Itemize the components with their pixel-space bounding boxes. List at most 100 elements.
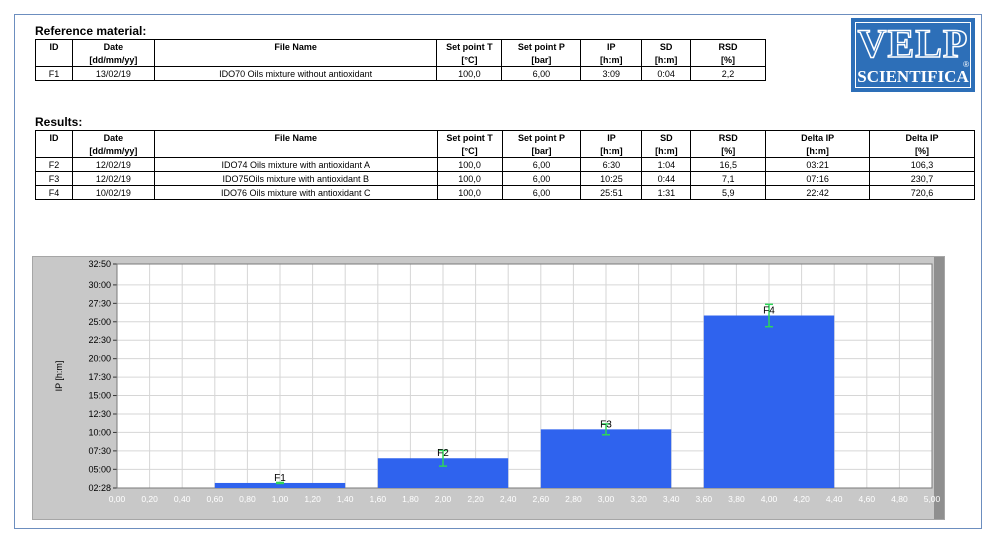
table-cell: [%] [690,144,767,158]
table-cell: 720,6 [869,185,975,200]
table-cell: [h:m] [580,144,643,158]
y-tick-label: 05:00 [88,464,111,474]
y-axis-label: IP [h:m] [54,361,64,392]
table-cell: Delta IP [869,130,975,144]
table-cell: 106,3 [869,157,975,172]
y-tick-label: 07:30 [88,446,111,456]
table-units-row: [dd/mm/yy] [°C] [bar] [h:m] [h:m] [%] [h:m] [%] [35,144,975,158]
table-cell: File Name [153,39,438,53]
table-cell: 5,9 [690,185,767,200]
table-cell: 22:42 [765,185,871,200]
table-cell: [h:m] [765,144,871,158]
table-cell: 12/02/19 [71,171,155,186]
table-cell: 13/02/19 [71,66,155,81]
table-cell: 0:44 [641,171,692,186]
x-tick-label: 4,00 [761,494,778,504]
table-cell: IP [580,130,643,144]
table-cell: Set point P [501,130,582,144]
x-tick-label: 5,00 [924,494,941,504]
table-cell: 07:16 [765,171,871,186]
x-tick-label: 2,80 [565,494,582,504]
table-cell: IP [580,39,643,53]
x-tick-label: 2,00 [435,494,452,504]
table-cell: 100,0 [436,66,503,81]
y-tick-label: 22:30 [88,335,111,345]
bar-label: F1 [274,473,286,484]
table-row: F3 12/02/19 IDO75Oils mixture with antioxi… [35,171,975,186]
y-tick-label: 25:00 [88,317,111,327]
x-tick-label: 1,80 [402,494,419,504]
table-cell: 230,7 [869,171,975,186]
table-cell: ID [35,130,73,144]
x-tick-label: 1,40 [337,494,354,504]
table-units-row: [dd/mm/yy] [°C] [bar] [h:m] [h:m] [%] [35,53,766,67]
x-tick-label: 0,80 [239,494,256,504]
x-tick-label: 2,20 [467,494,484,504]
x-tick-label: 1,60 [370,494,387,504]
table-row: F4 10/02/19 IDO76 Oils mixture with antiox… [35,185,975,200]
plot-border [116,263,933,489]
y-tick-label: 10:00 [88,427,111,437]
table-cell: [h:m] [641,144,692,158]
table-cell: [dd/mm/yy] [71,144,155,158]
x-tick-label: 4,40 [826,494,843,504]
table-cell: Set point T [436,39,503,53]
reference-table: ID Date File Name Set point T Set point P IP S… [35,39,766,81]
x-tick-label: 0,60 [207,494,224,504]
y-tick-label: 20:00 [88,354,111,364]
table-row: F2 12/02/19 IDO74 Oils mixture with antiox… [35,157,975,172]
table-cell: [h:m] [580,53,643,67]
x-tick-label: 4,20 [793,494,810,504]
x-tick-label: 4,80 [891,494,908,504]
table-cell: 6,00 [501,171,582,186]
table-header-row: ID Date File Name Set point T Set point P IP S… [35,39,766,53]
table-cell: [bar] [501,144,582,158]
y-tick-label: 15:00 [88,391,111,401]
table-cell: SD [641,39,692,53]
table-cell: [dd/mm/yy] [71,53,155,67]
table-cell: IDO74 Oils mixture with antioxidant A [153,157,438,172]
table-cell: IDO70 Oils mixture without antioxidant [153,66,438,81]
table-cell: File Name [153,130,438,144]
table-cell: SD [641,130,692,144]
table-cell: RSD [690,130,767,144]
reference-title: Reference material: [35,24,147,38]
table-cell: 12/02/19 [71,157,155,172]
x-tick-label: 3,40 [663,494,680,504]
bar-f4 [703,315,835,488]
table-cell: 25:51 [580,185,643,200]
table-cell: F3 [35,171,73,186]
table-cell: [%] [690,53,766,67]
y-tick-label: 27:30 [88,298,111,308]
table-cell: 100,0 [436,171,503,186]
ip-bar-chart: 0,00 0,20 0,40 0,60 0,80 1,00 1,20 1,40 1,60 1,80… [54,259,941,504]
table-cell: Date [71,130,155,144]
x-tick-label: 4,60 [859,494,876,504]
table-cell: 0:04 [641,66,692,81]
table-cell [35,53,73,67]
table-cell: 16,5 [690,157,767,172]
table-cell: [°C] [436,144,503,158]
table-cell: 03:21 [765,157,871,172]
table-cell [153,53,438,67]
velp-scientifica-logo: VELP ® SCIENTIFICA [851,18,975,92]
table-cell [153,144,438,158]
bar-f1 [214,482,346,488]
table-cell: 100,0 [436,157,503,172]
bar-label: F3 [600,419,612,430]
table-cell: 2,2 [690,66,766,81]
report-frame [14,14,982,529]
table-cell: Delta IP [765,130,871,144]
table-cell: Set point T [436,130,503,144]
table-cell: 100,0 [436,185,503,200]
table-cell: RSD [690,39,766,53]
table-cell: 6,00 [501,185,582,200]
table-row: F1 13/02/19 IDO70 Oils mixture without ant… [35,66,766,81]
table-cell: [h:m] [641,53,692,67]
y-tick-label: 02:28 [88,483,111,493]
table-cell: IDO76 Oils mixture with antioxidant C [153,185,438,200]
table-cell: 3:09 [580,66,643,81]
table-cell: F1 [35,66,73,81]
table-cell: 6,00 [501,157,582,172]
table-cell: 6:30 [580,157,643,172]
